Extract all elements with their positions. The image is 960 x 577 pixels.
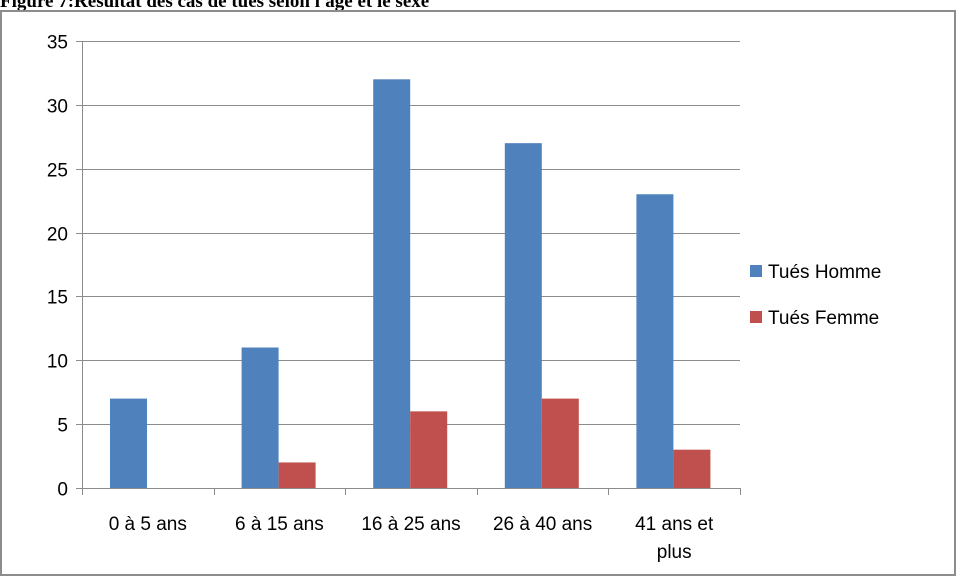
bar-femme-2 [410, 411, 448, 488]
x-tick-label: 6 à 15 ans [235, 514, 324, 535]
x-tick-label: 16 à 25 ans [361, 514, 460, 535]
legend: Tués Homme Tués Femme [750, 262, 881, 329]
bar-femme-4 [673, 449, 711, 488]
y-tick-label: 30 [47, 97, 68, 118]
bars [110, 79, 711, 489]
axes: 0 5 10 15 20 25 30 35 0 à 5 ans 6 à 15 ans 16 à 25… [47, 33, 741, 563]
bar-homme-2 [373, 79, 411, 489]
y-tick-label: 15 [47, 288, 68, 309]
legend-swatch-femme [750, 311, 762, 323]
y-tick-label: 5 [57, 416, 68, 437]
y-tick-label: 20 [47, 225, 68, 246]
legend-swatch-homme [750, 265, 762, 277]
bar-homme-3 [504, 143, 542, 488]
x-tick-label: plus [657, 542, 692, 563]
bar-homme-0 [110, 398, 147, 488]
bar-homme-1 [241, 347, 279, 488]
bar-femme-1 [278, 462, 316, 488]
x-tick-label: 26 à 40 ans [493, 514, 592, 535]
chart-frame [0, 10, 956, 576]
x-tick-label: 0 à 5 ans [109, 514, 187, 535]
gridlines [82, 41, 740, 425]
x-tick-label: 41 ans et [635, 514, 714, 535]
y-tick-label: 10 [47, 352, 68, 373]
y-tick-label: 0 [57, 480, 68, 501]
y-tick-label: 25 [47, 161, 68, 182]
legend-label-femme: Tués Femme [768, 308, 879, 329]
legend-label-homme: Tués Homme [768, 262, 881, 283]
y-tick-label: 35 [47, 33, 68, 54]
figure-title: Figure 7:Résultat des cas de tués selon … [0, 0, 430, 12]
bar-femme-3 [541, 398, 579, 488]
bar-homme-4 [636, 194, 674, 488]
